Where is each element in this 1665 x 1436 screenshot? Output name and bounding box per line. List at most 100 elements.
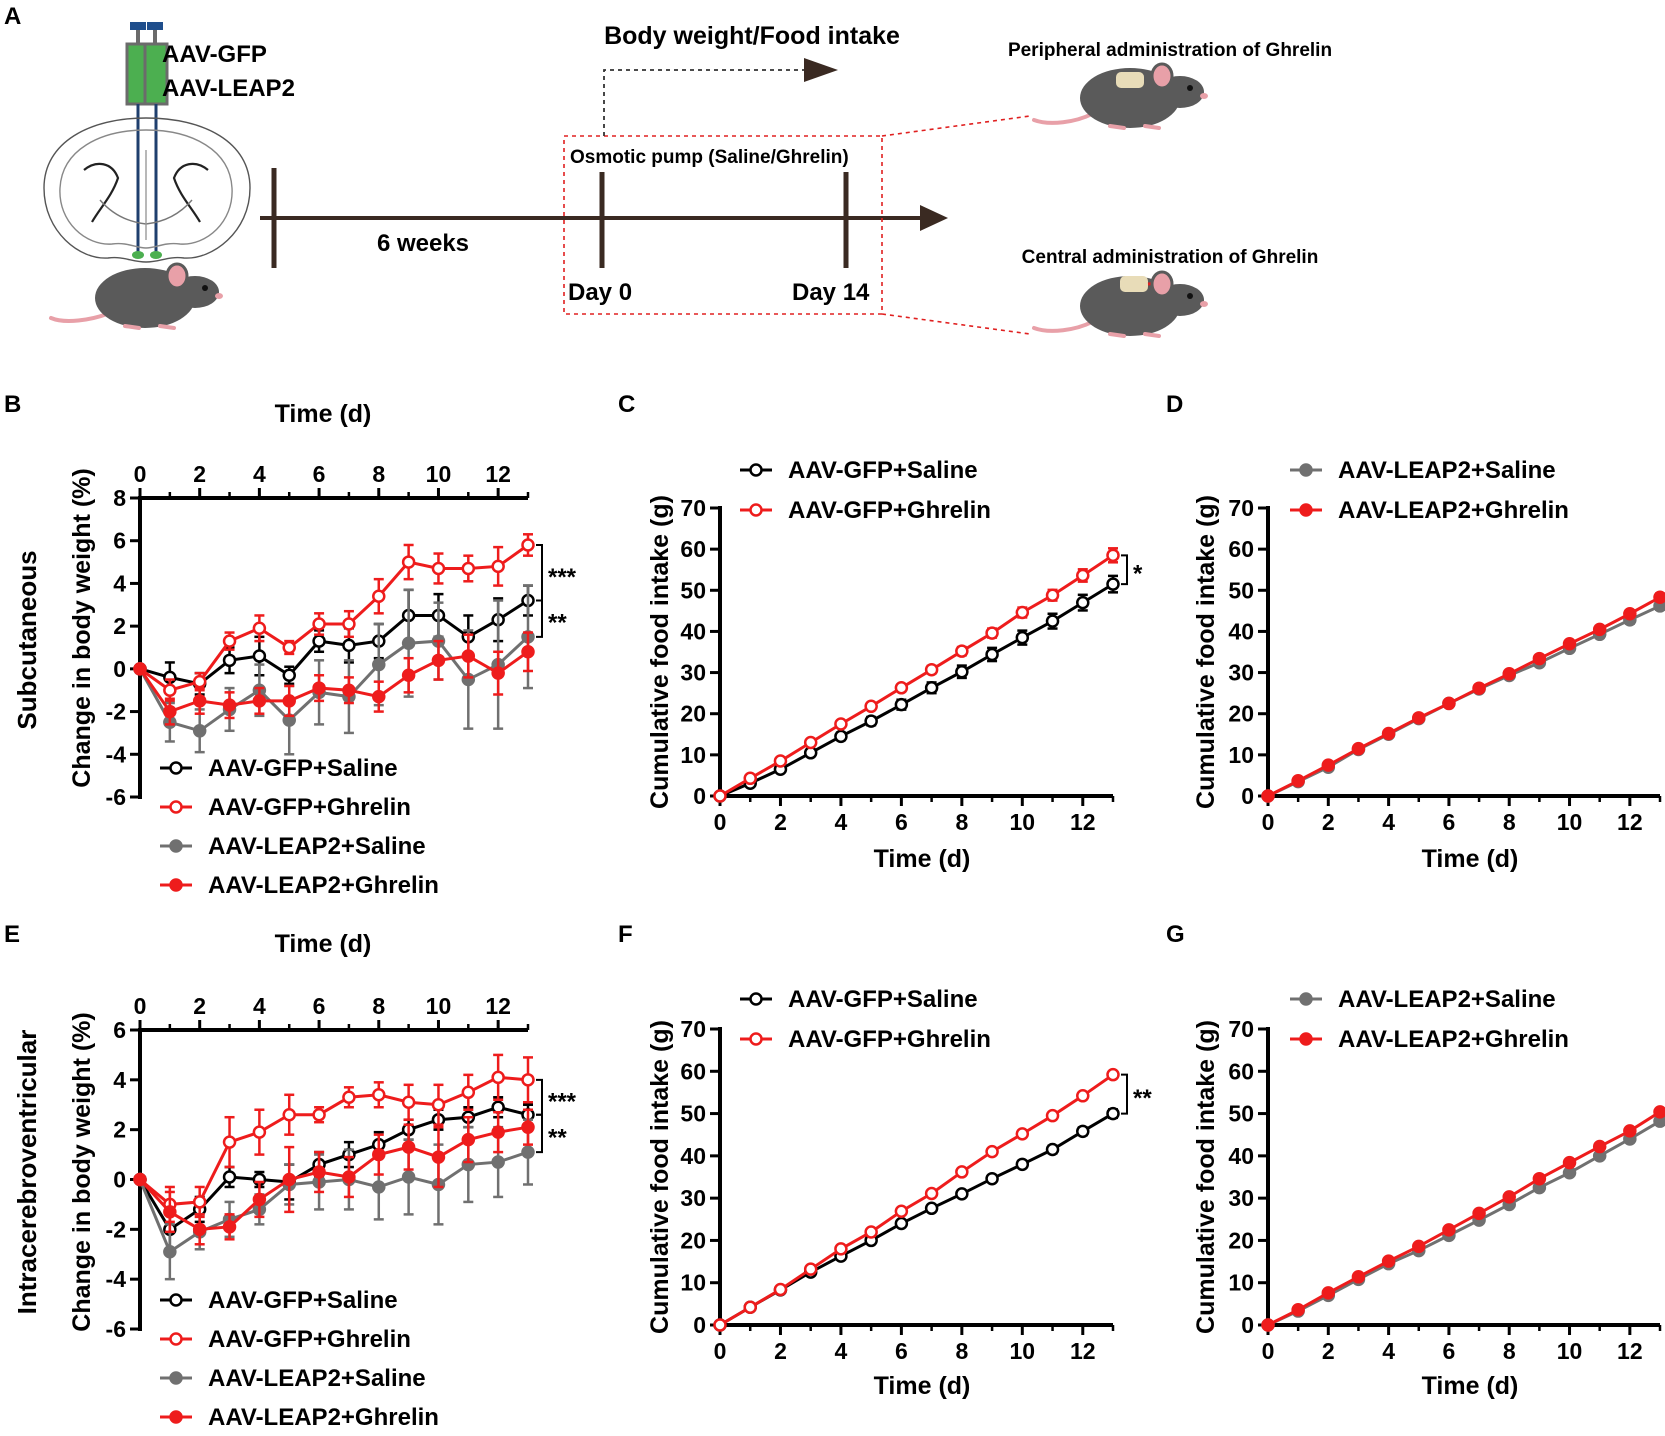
- data-point: [401, 1170, 416, 1184]
- data-point: [1623, 1124, 1637, 1138]
- panel-letter: G: [1166, 921, 1185, 948]
- data-point: [1015, 1127, 1030, 1141]
- data-point: [1532, 651, 1547, 666]
- legend-marker: [749, 1032, 763, 1046]
- y-tick-label: 0: [693, 783, 706, 809]
- data-point: [1076, 1089, 1090, 1103]
- y-tick-label: 20: [1228, 1227, 1254, 1253]
- series-aav-leap2-ghrelin: [133, 631, 535, 726]
- data-point: [372, 1088, 386, 1102]
- data-point: [222, 653, 237, 668]
- data-point: [1076, 595, 1090, 610]
- y-tick-label: 10: [1228, 742, 1254, 768]
- data-point: [342, 1170, 356, 1184]
- y-tick-label: 2: [113, 1117, 126, 1143]
- y-tick-label: 20: [1228, 701, 1254, 727]
- data-point: [1106, 548, 1120, 563]
- significance-bracket: [1121, 1073, 1128, 1115]
- data-point: [1381, 726, 1396, 741]
- data-point: [1351, 1270, 1366, 1284]
- row-label: Intracerebroventricular: [12, 1030, 42, 1315]
- series-aav-gfp-ghrelin: [133, 1053, 535, 1224]
- x-tick-label: 8: [1503, 809, 1516, 835]
- data-point: [1015, 630, 1030, 645]
- data-point: [372, 689, 386, 704]
- duration-label: 6 weeks: [377, 230, 469, 257]
- x-tick-label: 0: [134, 993, 147, 1019]
- legend-marker: [169, 761, 183, 775]
- y-tick-label: 30: [1228, 1185, 1254, 1211]
- data-point: [1076, 568, 1090, 583]
- x-tick-label: 6: [895, 809, 908, 835]
- panel-d-chart: D 0 2 4 6 8 10 12 0 10 20 30 40 50 60 70 Time (d) Cumulat…: [1166, 391, 1665, 873]
- y-tick-label: 0: [1241, 1312, 1254, 1338]
- legend-marker: [1299, 1032, 1313, 1046]
- data-point: [955, 664, 969, 679]
- data-point: [252, 694, 267, 708]
- data-point: [1562, 1155, 1577, 1170]
- data-point: [834, 729, 848, 744]
- x-tick-label: 2: [774, 1338, 787, 1364]
- data-point: [491, 666, 505, 680]
- x-axis-title: Time (d): [1422, 845, 1519, 873]
- data-point: [1045, 614, 1060, 628]
- panel-letter: F: [618, 921, 633, 948]
- data-point: [834, 717, 848, 731]
- data-point: [282, 640, 296, 655]
- data-point: [521, 645, 535, 659]
- x-tick-label: 2: [193, 461, 206, 487]
- data-point: [491, 1070, 505, 1085]
- data-point: [521, 1145, 535, 1159]
- data-point: [401, 1140, 416, 1154]
- data-point: [282, 1172, 296, 1187]
- data-point: [1623, 606, 1637, 621]
- x-tick-label: 4: [253, 993, 266, 1019]
- x-tick-label: 10: [1557, 1338, 1583, 1364]
- measure-arrowhead: [804, 58, 838, 82]
- data-point: [342, 617, 356, 631]
- panel-letter: D: [1166, 391, 1183, 418]
- legend-label: AAV-GFP+Ghrelin: [208, 794, 411, 821]
- x-tick-label: 10: [426, 993, 452, 1019]
- data-point: [461, 649, 476, 663]
- data-point: [491, 559, 505, 574]
- panel-a-letter: A: [4, 3, 21, 30]
- y-tick-label: 0: [113, 1167, 126, 1193]
- data-point: [1653, 1105, 1665, 1119]
- y-tick-label: 50: [680, 577, 706, 603]
- data-point: [924, 1201, 939, 1216]
- y-tick-label: 20: [680, 701, 706, 727]
- series-aav-leap2-ghrelin: [133, 1108, 535, 1246]
- y-tick-label: 50: [680, 1101, 706, 1127]
- y-tick-label: 10: [680, 1270, 706, 1296]
- row-label: Subcutaneous: [12, 550, 42, 729]
- data-point: [163, 1205, 177, 1219]
- data-point: [133, 1172, 147, 1187]
- data-point: [1321, 758, 1336, 772]
- x-axis-title: Time (d): [275, 400, 372, 428]
- y-tick-label: 0: [693, 1312, 706, 1338]
- x-tick-label: 8: [955, 809, 968, 835]
- y-tick-label: 0: [113, 656, 126, 682]
- x-tick-label: 12: [1070, 809, 1096, 835]
- x-tick-label: 4: [1382, 809, 1395, 835]
- y-tick-label: 40: [1228, 618, 1254, 644]
- data-point: [312, 1107, 326, 1122]
- data-point: [1321, 1286, 1336, 1300]
- data-point: [773, 1282, 788, 1297]
- y-tick-label: -6: [106, 784, 126, 810]
- data-point: [282, 1107, 296, 1122]
- data-point: [864, 714, 878, 728]
- data-point: [1532, 1171, 1547, 1186]
- data-point: [192, 1222, 207, 1237]
- x-tick-label: 12: [1617, 1338, 1643, 1364]
- legend-marker: [749, 463, 763, 477]
- legend-label: AAV-LEAP2+Ghrelin: [1338, 1026, 1569, 1053]
- data-point: [743, 1300, 757, 1314]
- legend-label: AAV-GFP+Saline: [208, 1287, 398, 1314]
- data-point: [1045, 588, 1060, 602]
- legend-marker: [169, 1332, 183, 1346]
- data-point: [252, 649, 267, 663]
- legend-label: AAV-GFP+Ghrelin: [208, 1326, 411, 1353]
- legend-label: AAV-LEAP2+Saline: [1338, 986, 1556, 1013]
